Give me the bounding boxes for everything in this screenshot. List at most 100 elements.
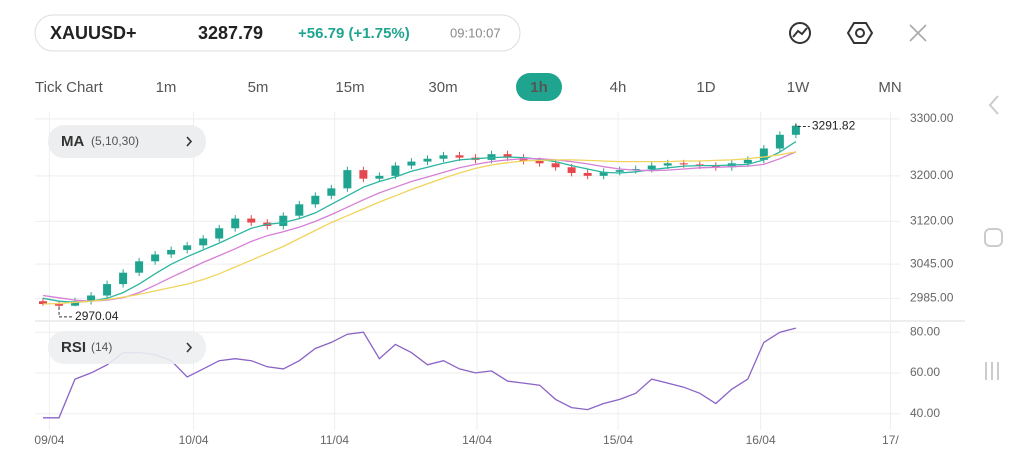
y-tick-label: 3120.00 bbox=[910, 214, 954, 228]
candle-body bbox=[407, 161, 416, 166]
candle-body bbox=[167, 249, 176, 255]
settings-icon[interactable] bbox=[846, 22, 874, 44]
candle-body bbox=[103, 284, 112, 296]
timeframe-label: 4h bbox=[610, 79, 627, 96]
low-marker-label: 2970.04 bbox=[75, 309, 119, 323]
x-tick-label: 17/ bbox=[882, 433, 899, 447]
timeframe-button[interactable]: Tick Chart bbox=[35, 79, 104, 96]
timeframe-label: Tick Chart bbox=[35, 79, 104, 96]
candle-body bbox=[119, 272, 128, 285]
side-square[interactable] bbox=[984, 228, 1003, 247]
candle-body bbox=[375, 175, 384, 179]
candle-body bbox=[55, 304, 64, 306]
timeframe-label: 5m bbox=[248, 79, 269, 96]
timeframe-active-bg bbox=[516, 73, 562, 101]
timeframe-label: MN bbox=[878, 79, 901, 96]
candle-body bbox=[775, 134, 784, 149]
timeframe-button[interactable]: 15m bbox=[335, 79, 364, 96]
price: 3287.79 bbox=[198, 23, 263, 43]
x-tick-label: 14/04 bbox=[462, 433, 492, 447]
timeframe-button[interactable]: 5m bbox=[248, 79, 269, 96]
candle-body bbox=[311, 195, 320, 205]
high-marker-label: 3291.82 bbox=[812, 119, 856, 133]
x-tick-label: 16/04 bbox=[746, 433, 776, 447]
timeframe-label: 1h bbox=[530, 79, 548, 96]
candle-body bbox=[711, 165, 720, 168]
plot-area: 09/04 10/04 11/04 14/04 15/04 16/04 17/3300.00… bbox=[34, 111, 953, 447]
y-tick-label: 3300.00 bbox=[910, 111, 954, 125]
ma-line bbox=[42, 151, 797, 305]
symbol-bar bbox=[34, 14, 521, 52]
close-button[interactable] bbox=[909, 24, 927, 42]
high-marker bbox=[795, 123, 810, 127]
x-tick-label: 11/04 bbox=[320, 433, 349, 447]
price-change: +56.79 (+1.75%) bbox=[298, 25, 410, 42]
side-bars[interactable] bbox=[985, 362, 999, 380]
timeframe-button[interactable]: 1m bbox=[156, 79, 177, 96]
timeframe-button[interactable]: 4h bbox=[610, 79, 627, 96]
candle-body bbox=[599, 171, 608, 176]
indicator-icon[interactable] bbox=[789, 22, 811, 44]
y-tick-label: 3045.00 bbox=[910, 256, 954, 270]
candle-body bbox=[87, 295, 96, 302]
candle-body bbox=[295, 204, 304, 216]
candle-body bbox=[183, 245, 192, 250]
timeframe-button[interactable]: 1h bbox=[516, 73, 562, 101]
candle-body bbox=[135, 261, 144, 273]
timeframe-button[interactable]: 1D bbox=[696, 79, 715, 96]
side-chevron[interactable] bbox=[988, 95, 999, 115]
timeframe-button[interactable]: 30m bbox=[428, 79, 457, 96]
candle-body bbox=[663, 163, 672, 166]
timeframe-label: 1m bbox=[156, 79, 177, 96]
candle-body bbox=[39, 301, 48, 305]
candle-body bbox=[247, 218, 256, 223]
candle-body bbox=[439, 155, 448, 159]
candle-body bbox=[503, 154, 512, 158]
ma-params: (5,10,30) bbox=[91, 134, 139, 148]
timeframe-label: 30m bbox=[428, 79, 457, 96]
candle-body bbox=[455, 155, 464, 158]
candle-body bbox=[647, 165, 656, 169]
candle-body bbox=[199, 238, 208, 246]
candle-body bbox=[231, 218, 240, 229]
timeframe-label: 15m bbox=[335, 79, 364, 96]
rsi-params: (14) bbox=[91, 340, 112, 354]
timeframe-label: 1W bbox=[787, 79, 810, 96]
ma-pill[interactable] bbox=[48, 125, 206, 158]
x-tick-label: 15/04 bbox=[603, 433, 633, 447]
candle-body bbox=[423, 158, 432, 162]
candle-body bbox=[743, 159, 752, 164]
timeframe-button[interactable]: MN bbox=[878, 79, 901, 96]
candle-body bbox=[583, 172, 592, 176]
candle-body bbox=[215, 228, 224, 239]
timeframe-bar: Tick Chart 1m 5m 15m 30m 1h 4h 1D 1W MN bbox=[35, 73, 902, 101]
candle-body bbox=[679, 163, 688, 165]
ma-label: MA bbox=[61, 133, 84, 150]
candle-body bbox=[327, 188, 336, 196]
candle-body bbox=[391, 165, 400, 176]
ma-line bbox=[42, 141, 797, 303]
low-marker bbox=[58, 306, 74, 318]
timeframe-label: 1D bbox=[696, 79, 715, 96]
candle-body bbox=[71, 301, 80, 306]
y-tick-label: 2985.00 bbox=[910, 291, 954, 305]
ma-line bbox=[42, 151, 797, 302]
y-tick-label: 3200.00 bbox=[910, 168, 954, 182]
x-tick-label: 10/04 bbox=[179, 433, 209, 447]
symbol: XAUUSD+ bbox=[50, 23, 137, 43]
clock: 09:10:07 bbox=[450, 25, 501, 40]
candle-body bbox=[343, 170, 352, 189]
candle-body bbox=[359, 170, 368, 179]
rsi-pill[interactable] bbox=[48, 331, 206, 364]
candle-body bbox=[759, 148, 768, 160]
y-tick-label: 60.00 bbox=[910, 365, 940, 379]
timeframe-button[interactable]: 1W bbox=[787, 79, 810, 96]
candle-body bbox=[151, 254, 160, 262]
y-tick-label: 80.00 bbox=[910, 324, 940, 338]
rsi-label: RSI bbox=[61, 339, 86, 356]
x-tick-label: 09/04 bbox=[34, 433, 64, 447]
candle-body bbox=[615, 170, 624, 172]
candle-body bbox=[535, 161, 544, 164]
candle-body bbox=[551, 163, 560, 168]
